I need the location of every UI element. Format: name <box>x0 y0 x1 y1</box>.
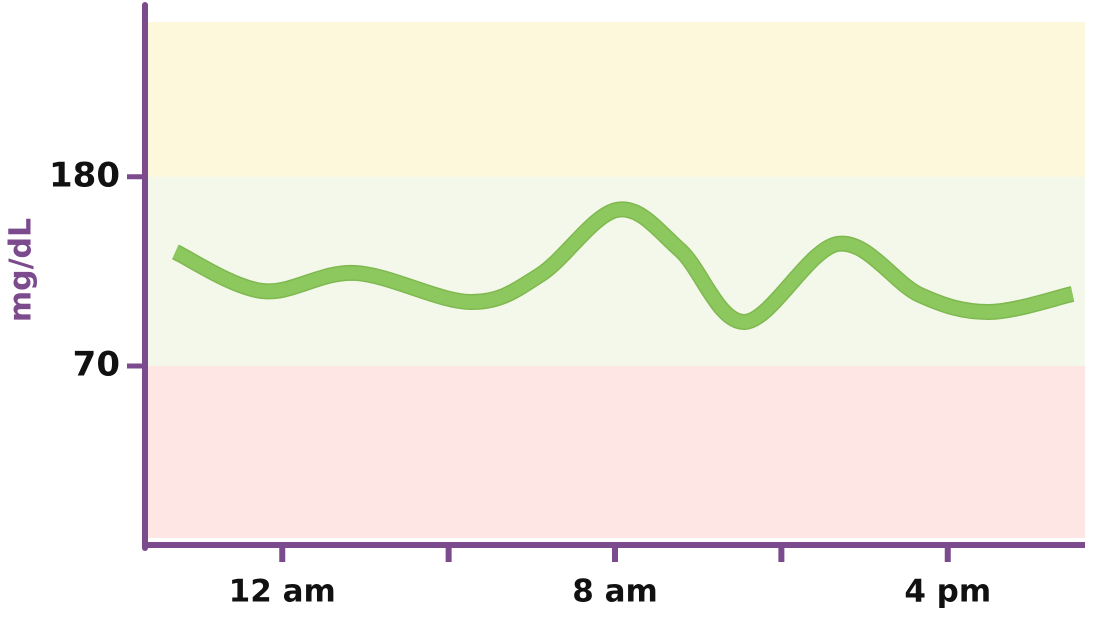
x-tick-label: 12 am <box>229 574 336 610</box>
y-axis-label: mg/dL <box>4 218 39 322</box>
x-tick-label: 4 pm <box>904 574 991 610</box>
range-band <box>145 366 1085 538</box>
y-tick-label: 180 <box>49 155 120 195</box>
line <box>172 202 1075 329</box>
y-tick-label: 70 <box>73 345 120 385</box>
range-band <box>145 22 1085 177</box>
x-tick-label: 8 am <box>572 574 658 610</box>
